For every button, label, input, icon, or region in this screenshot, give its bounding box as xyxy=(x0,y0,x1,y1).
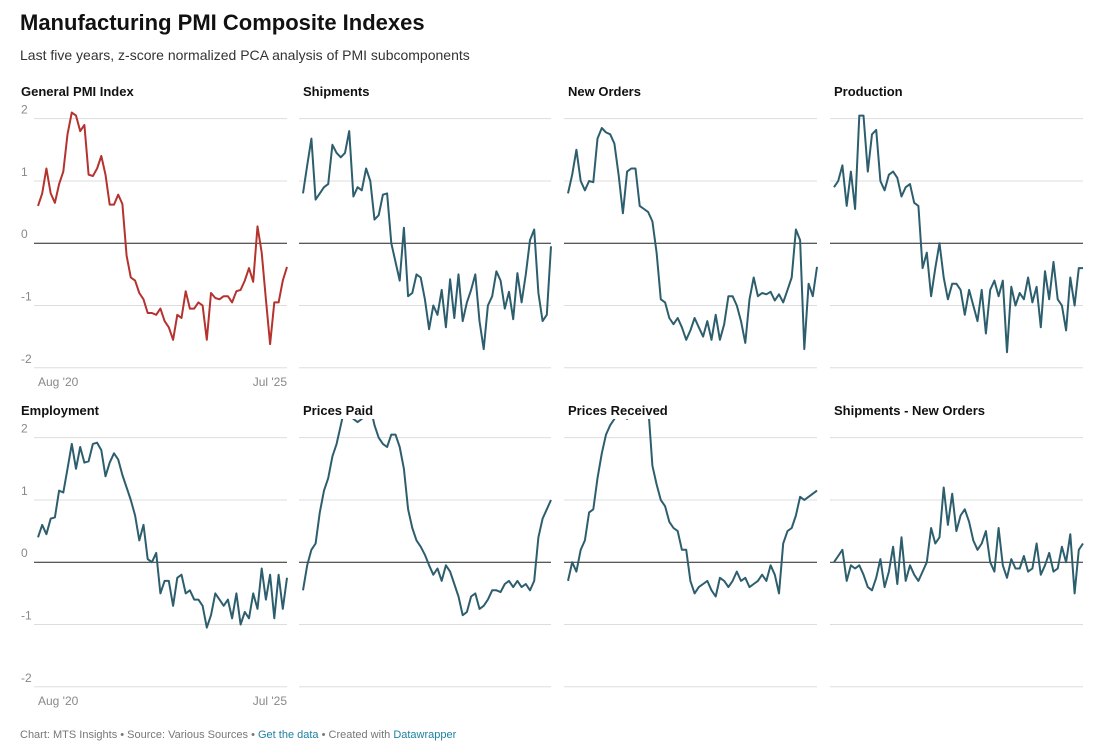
panel-title: General PMI Index xyxy=(21,84,134,99)
data-line xyxy=(37,441,288,629)
panel-title: Shipments xyxy=(303,84,369,99)
footer: Chart: MTS Insights • Source: Various So… xyxy=(20,729,457,741)
panel-title: Prices Received xyxy=(568,403,668,418)
y-tick-label: -1 xyxy=(21,609,32,623)
y-tick-label: 0 xyxy=(21,546,28,560)
data-line xyxy=(302,419,552,617)
data-line xyxy=(567,419,818,598)
panel-title: Employment xyxy=(21,403,100,418)
x-tick-label: Jul '25 xyxy=(253,375,288,389)
x-tick-label: Aug '20 xyxy=(38,694,79,708)
y-tick-label: 0 xyxy=(21,227,28,241)
data-line xyxy=(37,111,288,346)
y-tick-label: 2 xyxy=(21,103,28,117)
data-line xyxy=(833,114,1083,354)
panel-title: Shipments - New Orders xyxy=(834,403,985,418)
data-line xyxy=(302,130,552,351)
y-tick-label: 2 xyxy=(21,422,28,436)
chart-title: Manufacturing PMI Composite Indexes xyxy=(20,10,425,35)
get-data-link[interactable]: Get the data xyxy=(258,729,319,741)
x-tick-label: Jul '25 xyxy=(253,694,288,708)
y-tick-label: 1 xyxy=(21,484,28,498)
panel-title: New Orders xyxy=(568,84,641,99)
tool-link[interactable]: Datawrapper xyxy=(393,729,456,741)
y-tick-label: -2 xyxy=(21,352,32,366)
data-line xyxy=(833,486,1084,595)
data-line xyxy=(567,127,818,351)
panel-title: Production xyxy=(834,84,903,99)
x-tick-label: Aug '20 xyxy=(38,375,79,389)
footer-created: • Created with xyxy=(319,729,394,741)
y-tick-label: -1 xyxy=(21,290,32,304)
y-tick-label: -2 xyxy=(21,671,32,685)
chart-subtitle: Last five years, z-score normalized PCA … xyxy=(20,47,470,63)
y-tick-label: 1 xyxy=(21,165,28,179)
panel-title: Prices Paid xyxy=(303,403,373,418)
footer-source: Chart: MTS Insights • Source: Various So… xyxy=(20,729,258,741)
